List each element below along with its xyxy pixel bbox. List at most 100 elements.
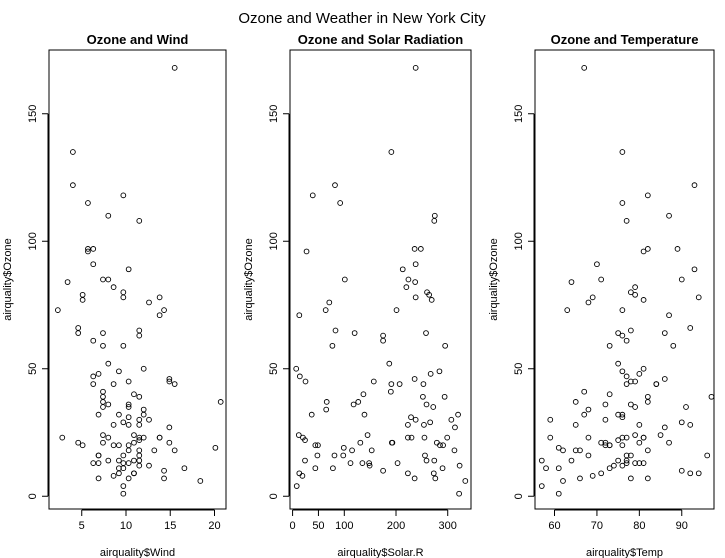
data-point [100, 393, 106, 400]
data-point [405, 422, 411, 428]
data-point [560, 478, 566, 484]
data-point [105, 457, 112, 464]
data-point [131, 457, 137, 464]
data-point [602, 442, 609, 449]
data-point [611, 462, 617, 469]
data-point [120, 342, 127, 349]
plot-frame [48, 49, 227, 510]
data-point [125, 422, 132, 428]
data-point [585, 434, 592, 441]
data-point [687, 325, 694, 331]
data-point [131, 391, 137, 398]
data-point [423, 401, 430, 408]
data-point [428, 297, 435, 303]
panel-title: Ozone and Temperature [551, 32, 699, 47]
data-point [95, 475, 102, 482]
data-point [602, 401, 609, 408]
data-point [136, 462, 143, 469]
data-point [329, 342, 336, 349]
data-point [161, 467, 167, 474]
data-point [632, 404, 638, 410]
data-point [100, 342, 106, 349]
data-point [322, 307, 329, 313]
data-point [120, 289, 127, 296]
data-point [628, 378, 634, 385]
data-point [337, 200, 344, 206]
data-point [330, 465, 336, 472]
data-point [439, 465, 446, 472]
data-point [323, 399, 330, 405]
data-point [403, 284, 410, 291]
data-point [687, 470, 694, 477]
data-point [140, 411, 147, 418]
data-point [323, 406, 330, 413]
y-axis-label: airquality$Ozone [488, 238, 500, 321]
data-point [296, 373, 303, 380]
data-point [555, 465, 562, 472]
data-point [389, 439, 396, 446]
data-point [100, 276, 106, 283]
data-point [666, 212, 672, 219]
data-point [357, 439, 364, 446]
data-point [136, 457, 143, 464]
plot-frame [534, 49, 715, 510]
data-point [448, 416, 455, 423]
data-point [666, 439, 672, 446]
data-point [547, 416, 554, 423]
data-point [704, 452, 711, 459]
x-tick-label: 10 [120, 520, 132, 532]
data-point [131, 432, 137, 438]
data-point [430, 470, 437, 477]
data-point [136, 422, 143, 428]
data-point [166, 376, 173, 382]
data-point [79, 442, 86, 449]
data-point [644, 399, 651, 405]
x-tick-label: 15 [164, 520, 176, 532]
data-point [125, 460, 132, 466]
data-point [623, 373, 630, 380]
data-point [217, 399, 224, 405]
data-point [440, 442, 446, 449]
data-point [543, 465, 549, 472]
data-point [683, 404, 689, 410]
y-tick-label: 150 [27, 105, 39, 123]
data-point [441, 393, 448, 400]
data-point [341, 276, 348, 283]
y-axis-label: airquality$Ozone [2, 238, 14, 321]
x-axis-label: airquality$Temp [586, 547, 663, 558]
data-point [632, 291, 638, 298]
data-point [421, 434, 428, 441]
data-point [636, 371, 643, 377]
data-point [166, 424, 173, 431]
data-point [547, 434, 554, 441]
data-point [423, 330, 429, 336]
data-point [661, 424, 668, 431]
data-point [432, 475, 439, 482]
data-point [100, 432, 106, 438]
data-point [619, 368, 626, 375]
data-point [606, 391, 613, 398]
y-tick-label: 50 [513, 363, 525, 375]
data-point [678, 419, 685, 426]
data-point [538, 483, 545, 489]
y-tick-label: 0 [268, 493, 280, 499]
data-point [678, 467, 685, 474]
data-point [105, 360, 112, 367]
data-point [370, 378, 377, 385]
data-point [366, 462, 373, 469]
data-point [589, 473, 596, 479]
data-point [640, 248, 647, 255]
data-point [340, 444, 347, 451]
data-point [332, 182, 338, 189]
data-point [628, 401, 634, 408]
data-point [302, 378, 309, 385]
data-point [632, 378, 638, 385]
data-point [105, 434, 112, 441]
data-point [623, 381, 630, 387]
data-point [125, 266, 132, 273]
data-point [636, 439, 643, 446]
data-point [644, 475, 651, 482]
data-point [136, 218, 143, 224]
data-point [619, 462, 626, 469]
data-point [430, 404, 437, 410]
